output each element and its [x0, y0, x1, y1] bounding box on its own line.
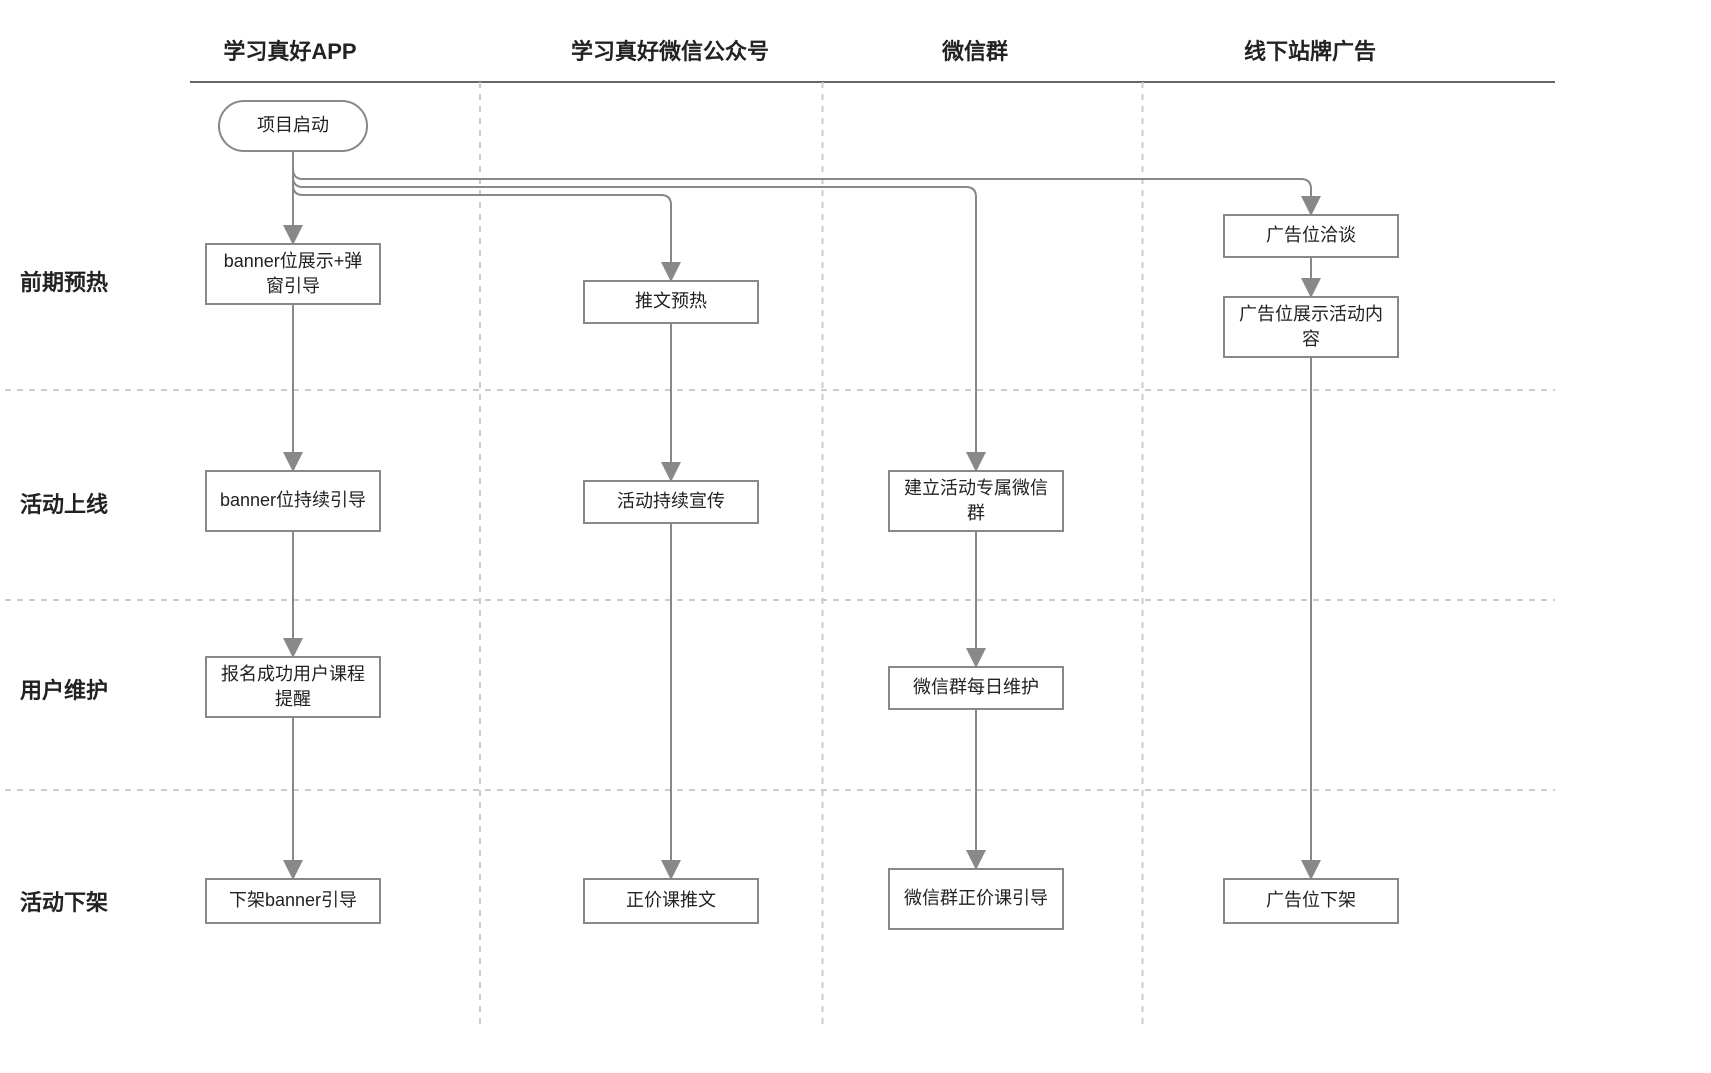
node-app_maintain: 报名成功用户课程提醒: [205, 656, 381, 718]
node-app_warm: banner位展示+弹窗引导: [205, 243, 381, 305]
column-header-offline: 线下站牌广告: [1150, 34, 1470, 66]
node-grp_maintain: 微信群每日维护: [888, 666, 1064, 710]
row-header-off: 活动下架: [20, 885, 108, 917]
node-grp_launch: 建立活动专属微信群: [888, 470, 1064, 532]
node-start: 项目启动: [218, 100, 368, 152]
node-off_off: 广告位下架: [1223, 878, 1399, 924]
node-oa_off: 正价课推文: [583, 878, 759, 924]
node-grp_off: 微信群正价课引导: [888, 868, 1064, 930]
node-label: 下架banner引导: [229, 888, 357, 913]
node-label: 活动持续宣传: [617, 489, 725, 514]
node-label: 建立活动专属微信群: [898, 476, 1054, 526]
node-app_off: 下架banner引导: [205, 878, 381, 924]
node-label: 广告位展示活动内容: [1233, 302, 1389, 352]
column-header-wechat_group: 微信群: [815, 34, 1135, 66]
row-header-warmup: 前期预热: [20, 265, 108, 297]
node-label: 微信群正价课引导: [904, 886, 1048, 911]
node-oa_warm: 推文预热: [583, 280, 759, 324]
flow-canvas: 学习真好APP 学习真好微信公众号微信群线下站牌广告前期预热活动上线用户维护活动下…: [0, 0, 1711, 1073]
node-label: banner位展示+弹窗引导: [215, 249, 371, 299]
column-header-app: 学习真好APP: [130, 34, 450, 66]
node-label: 推文预热: [635, 289, 707, 314]
row-header-launch: 活动上线: [20, 487, 108, 519]
node-oa_launch: 活动持续宣传: [583, 480, 759, 524]
node-label: banner位持续引导: [220, 488, 366, 513]
node-off_show: 广告位展示活动内容: [1223, 296, 1399, 358]
column-header-wechat_oa: 学习真好微信公众号: [510, 34, 830, 66]
node-label: 正价课推文: [626, 888, 716, 913]
row-header-maintain: 用户维护: [20, 673, 108, 705]
node-off_talk: 广告位洽谈: [1223, 214, 1399, 258]
node-app_launch: banner位持续引导: [205, 470, 381, 532]
node-label: 广告位下架: [1266, 888, 1356, 913]
node-label: 项目启动: [257, 113, 329, 138]
node-label: 微信群每日维护: [913, 675, 1039, 700]
node-label: 广告位洽谈: [1266, 223, 1356, 248]
node-label: 报名成功用户课程提醒: [215, 662, 371, 712]
